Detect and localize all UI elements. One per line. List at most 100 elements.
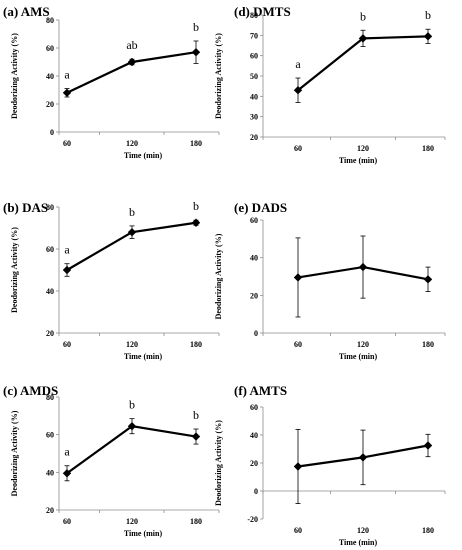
y-axis-title: Deodorizing Activity (%) [214,420,223,506]
x-tick-label: 180 [422,144,434,153]
data-point [293,273,303,282]
data-point [62,88,72,97]
y-tick-label: 60 [250,216,258,225]
data-point [423,32,433,41]
chart-panel-4: (d) DMTS 20 30 40 50 60 70 80 60 120 180 Time (min)… [214,4,446,165]
y-axis-title: Deodorizing Activity (%) [10,227,19,313]
y-tick-label: 0 [254,487,258,496]
data-point [191,218,201,227]
y-tick-label: 80 [250,11,258,20]
y-axis-title: Deodorizing Activity (%) [10,33,19,119]
significance-label: b [129,205,135,219]
x-tick-label: 120 [357,526,369,535]
x-tick-label: 180 [422,526,434,535]
y-tick-label: 20 [250,133,258,142]
data-point [358,262,368,272]
y-tick-label: 40 [250,431,258,440]
y-tick-label: 20 [46,329,54,338]
data-point [191,48,201,57]
x-tick-label: 180 [422,340,434,349]
y-tick-label: 60 [250,52,258,61]
data-point [191,432,201,441]
series-line [66,425,197,475]
panel-title: (d) DMTS [234,4,291,19]
data-point [358,34,368,43]
y-axis-title: Deodorizing Activity (%) [10,410,19,496]
chart-panel-3: (c) AMDS 20 40 60 80 60 120 180 Time (min) Deodor… [3,383,220,538]
y-tick-label: 40 [250,92,258,101]
series-line [66,51,197,94]
y-tick-label: 80 [46,393,54,402]
y-tick-label: 40 [46,287,54,296]
x-tick-label: 120 [126,517,138,526]
x-tick-label: 180 [190,517,202,526]
data-point [62,469,72,478]
chart-panel-2: (b) DAS 20 40 60 80 60 120 180 Time (min) Deodori… [3,199,220,361]
chart-panel-5: (e) DADS 0 20 40 60 60 120 180 Time (min) Deodori… [214,200,446,361]
panel-title: (b) DAS [3,200,48,215]
x-tick-label: 60 [294,526,302,535]
y-tick-label: 40 [46,468,54,477]
y-tick-label: 80 [46,203,54,212]
x-tick-label: 120 [126,340,138,349]
x-axis-title: Time (min) [339,538,378,547]
significance-label: b [193,20,199,34]
significance-label: b [193,199,199,213]
chart-panel-1: (a) AMS 0 20 40 60 80 60 120 180 Time (min) Deodor… [3,4,220,160]
data-point [293,86,303,95]
y-tick-label: 20 [46,506,54,515]
y-tick-label: 80 [46,16,54,25]
panel-title: (f) AMTS [234,383,287,398]
x-tick-label: 120 [357,340,369,349]
significance-label: a [64,243,70,257]
y-tick-label: 20 [46,100,54,109]
panel-title: (e) DADS [234,200,287,215]
x-tick-label: 60 [294,340,302,349]
significance-label: a [295,57,301,71]
y-tick-label: 30 [250,113,258,122]
significance-label: b [129,398,135,412]
x-tick-label: 120 [126,139,138,148]
y-tick-label: 60 [46,44,54,53]
data-point [423,275,433,284]
y-tick-label: -20 [247,515,258,524]
x-axis-title: Time (min) [339,352,378,361]
x-tick-label: 180 [190,340,202,349]
y-tick-label: 0 [254,329,258,338]
y-tick-label: 20 [250,459,258,468]
x-tick-label: 60 [63,139,71,148]
x-tick-label: 180 [190,139,202,148]
data-point [293,462,303,471]
data-point [127,57,137,67]
data-point [358,453,368,462]
significance-label: b [360,9,366,23]
y-tick-label: 60 [46,431,54,440]
x-axis-title: Time (min) [124,529,163,538]
significance-label: a [64,68,70,82]
data-point [127,421,137,431]
y-tick-label: 60 [250,403,258,412]
x-tick-label: 60 [63,340,71,349]
y-axis-title: Deodorizing Activity (%) [214,33,223,119]
x-tick-label: 60 [63,517,71,526]
significance-label: b [425,8,431,22]
y-tick-label: 0 [50,128,54,137]
y-tick-label: 70 [250,31,258,40]
panel-title: (a) AMS [3,4,50,19]
x-axis-title: Time (min) [124,352,163,361]
y-tick-label: 20 [250,291,258,300]
data-point [127,228,137,237]
y-tick-label: 40 [250,254,258,263]
panel-title: (c) AMDS [3,383,58,398]
chart-panel-6: (f) AMTS -20 0 20 40 60 60 120 180 Time (min) Deod… [214,383,446,547]
significance-label: b [193,408,199,422]
significance-label: ab [126,38,137,52]
x-tick-label: 60 [294,144,302,153]
x-tick-label: 120 [357,144,369,153]
y-axis-title: Deodorizing Activity (%) [214,233,223,319]
x-axis-title: Time (min) [339,156,378,165]
data-point [62,265,72,275]
significance-label: a [64,445,70,459]
y-tick-label: 50 [250,72,258,81]
